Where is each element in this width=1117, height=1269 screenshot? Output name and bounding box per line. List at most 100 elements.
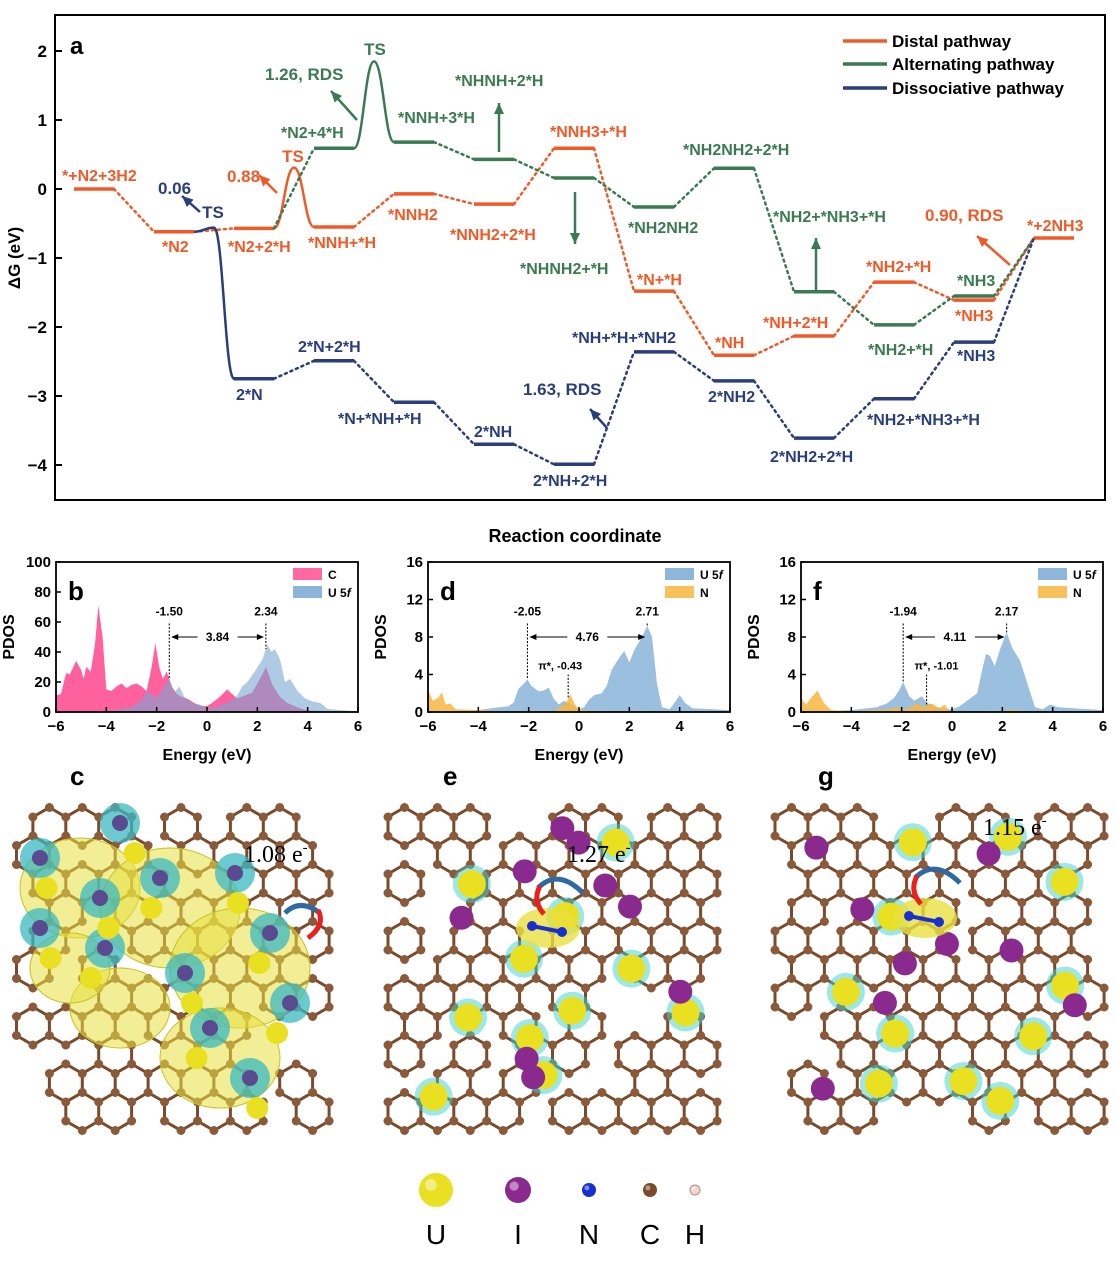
uranium-atom bbox=[515, 1024, 544, 1053]
charge-transfer-arrow-blue bbox=[283, 903, 322, 916]
legend-label: U 5f bbox=[328, 586, 352, 600]
charge-transfer-arrow-blue bbox=[913, 866, 962, 885]
x-tick-label: 6 bbox=[726, 718, 734, 735]
gap-label: 4.11 bbox=[944, 630, 967, 644]
gap-label: 4.76 bbox=[576, 630, 600, 644]
gap-label: 3.84 bbox=[206, 630, 230, 644]
legend-swatch bbox=[665, 586, 694, 598]
level-label: *NH bbox=[715, 335, 744, 352]
uranium-atom bbox=[671, 998, 700, 1027]
level-label: *NH3 bbox=[957, 273, 995, 290]
gap-arrow-head bbox=[171, 634, 179, 640]
y-tick-label: −3 bbox=[28, 387, 47, 406]
uranium-atom bbox=[617, 954, 646, 983]
connector bbox=[352, 192, 396, 229]
connector bbox=[592, 176, 636, 209]
level-label: *NH2+*NH3+*H bbox=[867, 412, 980, 429]
iodine-atom bbox=[449, 905, 474, 930]
level-label: *NH3 bbox=[955, 308, 993, 325]
atom-label-u: U bbox=[426, 1219, 446, 1250]
x-tick-label: 4 bbox=[1048, 718, 1057, 735]
level-label: *NHNH2+*H bbox=[520, 261, 608, 278]
y-tick-label: 60 bbox=[34, 614, 51, 631]
connector bbox=[672, 350, 716, 383]
iodine-atom bbox=[810, 1076, 835, 1101]
connector bbox=[912, 294, 956, 327]
level-label: 2*NH+2*H bbox=[533, 473, 607, 490]
y-tick-label: −2 bbox=[28, 318, 47, 337]
y-tick-label: 12 bbox=[779, 592, 796, 609]
x-tick-label: −2 bbox=[148, 718, 165, 735]
connector bbox=[512, 147, 556, 206]
connector bbox=[992, 236, 1036, 344]
x-tick-label: 6 bbox=[354, 718, 362, 735]
y-tick-label: 8 bbox=[415, 629, 423, 646]
level-label: *NH2NH2 bbox=[628, 220, 698, 237]
uranium-atom bbox=[454, 1003, 483, 1032]
structure-panel-e: e 1.27 e- bbox=[383, 761, 722, 1135]
level-label: *NH2NH2+2*H bbox=[683, 142, 789, 159]
connector bbox=[992, 236, 1036, 298]
peak-label: -2.05 bbox=[514, 605, 542, 619]
atom-highlight bbox=[424, 1178, 437, 1191]
x-axis-label: Energy (eV) bbox=[163, 747, 252, 764]
panel-letter-c: c bbox=[70, 761, 84, 791]
level-label: *NNH2+2*H bbox=[450, 227, 536, 244]
x-tick-label: 2 bbox=[253, 718, 261, 735]
legend-label-dissociative: Dissociative pathway bbox=[892, 79, 1065, 98]
panel-a-energy-profile: a ΔG (eV) Reaction coordinate −4 −3 −2 −1 0 1… bbox=[5, 14, 1106, 546]
y-tick-label: 20 bbox=[34, 674, 51, 691]
level-label: *NNH2 bbox=[388, 207, 438, 224]
y-tick-label: 8 bbox=[788, 629, 796, 646]
y-tick-label: 4 bbox=[788, 667, 797, 684]
uranium-atom bbox=[881, 1019, 910, 1048]
iodine-atom bbox=[566, 830, 591, 855]
x-tick-label: 2 bbox=[998, 718, 1006, 735]
uranium-atom bbox=[226, 892, 249, 914]
peak-label: 2.34 bbox=[254, 605, 278, 619]
iodine-atom bbox=[177, 965, 193, 981]
shift-up-arrow-head bbox=[811, 238, 821, 249]
legend-label-alternating: Alternating pathway bbox=[892, 55, 1055, 74]
atom-swatch-c bbox=[643, 1183, 657, 1197]
iodine-atom bbox=[668, 979, 693, 1004]
uranium-atom bbox=[831, 977, 860, 1006]
peak-label: -1.94 bbox=[889, 605, 917, 619]
transition-state-curve bbox=[352, 60, 396, 150]
peak-label: -1.50 bbox=[156, 605, 184, 619]
legend-label-distal: Distal pathway bbox=[892, 32, 1012, 51]
legend-label: N bbox=[700, 586, 709, 600]
uranium-atom bbox=[419, 1082, 448, 1111]
x-tick-label: −6 bbox=[792, 718, 809, 735]
connector bbox=[112, 187, 156, 234]
uranium-atom bbox=[601, 828, 630, 857]
x-tick-label: −6 bbox=[47, 718, 64, 735]
x-tick-label: 4 bbox=[303, 718, 312, 735]
iodine-atom bbox=[32, 850, 48, 866]
y-tick-label: 0 bbox=[38, 180, 47, 199]
uranium-atom bbox=[266, 1022, 289, 1044]
ts-label: TS bbox=[364, 40, 386, 59]
connector bbox=[832, 290, 876, 327]
y-axis-label: PDOS bbox=[746, 614, 763, 660]
connector bbox=[912, 280, 956, 302]
iodine-atom bbox=[514, 1046, 539, 1071]
atom-highlight bbox=[691, 1186, 696, 1191]
n2-bond bbox=[531, 924, 563, 934]
uranium-atom bbox=[180, 992, 203, 1014]
gap-arrow-head bbox=[638, 634, 646, 640]
panel-letter-b: b bbox=[68, 576, 84, 606]
connector bbox=[352, 359, 396, 404]
connector bbox=[672, 289, 716, 357]
connector bbox=[272, 147, 316, 230]
pdos-area-c bbox=[56, 605, 358, 712]
panel-letter-d: d bbox=[440, 576, 456, 606]
iodine-atom bbox=[282, 995, 298, 1011]
uranium-atom bbox=[1051, 971, 1080, 1000]
y-tick-label: 0 bbox=[788, 704, 796, 721]
energy-levels: *+N2+3H2 *N2 *N2+2*H *NNH+*H *NNH2 *NNH2+2*H *… bbox=[62, 40, 1084, 490]
level-label: *N2+4*H bbox=[281, 125, 344, 142]
level-label: *N+*NH+*H bbox=[338, 411, 422, 428]
rds-label: 1.63, RDS bbox=[523, 380, 601, 399]
